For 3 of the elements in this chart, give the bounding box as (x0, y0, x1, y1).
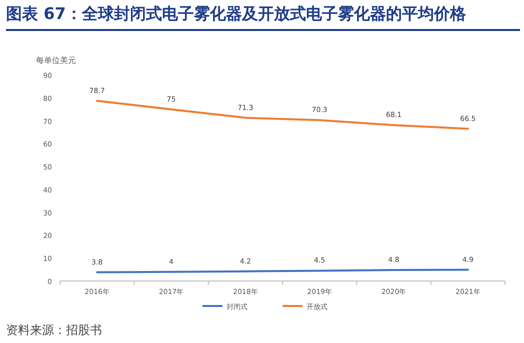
y-axis-title: 每单位美元 (36, 56, 76, 65)
text: 资料来源：招股书 (6, 322, 102, 339)
chart-title: 图表 67：全球封闭式电子雾化器及开放式电子雾化器的平均价格 (6, 4, 520, 31)
